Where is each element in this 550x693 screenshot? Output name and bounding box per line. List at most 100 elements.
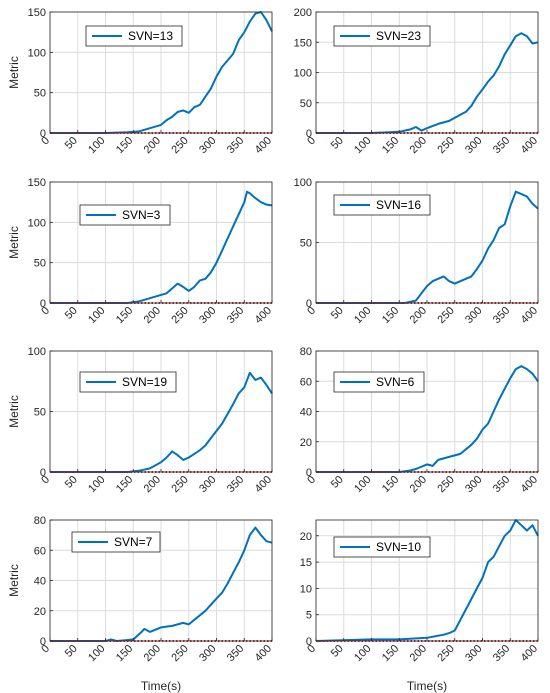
legend-box	[79, 204, 171, 226]
legend: SVN=3	[79, 204, 171, 226]
x-tick-label: 250	[169, 474, 190, 495]
x-tick-label: 300	[463, 643, 484, 664]
x-tick-label: 200	[408, 643, 429, 664]
x-tick-label: 50	[329, 135, 346, 152]
y-tick-label: 50	[34, 258, 46, 270]
legend-label: SVN=13	[128, 29, 173, 43]
y-axis-label: Metric	[7, 56, 21, 89]
x-tick-label: 50	[329, 305, 346, 322]
legend-box	[79, 371, 177, 393]
y-tick-label: 20	[300, 437, 312, 449]
y-tick-label: 150	[28, 177, 46, 189]
x-tick-label: 50	[63, 305, 80, 322]
x-axis-label: Time(s)	[407, 679, 447, 693]
series-line	[315, 519, 539, 642]
x-tick-label: 150	[380, 474, 401, 495]
legend-box	[85, 25, 183, 47]
y-tick-label: 60	[34, 545, 46, 557]
y-tick-label: 100	[28, 346, 46, 358]
legend-label: SVN=6	[376, 375, 415, 389]
x-tick-label: 400	[519, 474, 540, 495]
legend-label: SVN=19	[122, 375, 167, 389]
x-tick-label: 50	[329, 474, 346, 491]
legend-label: SVN=23	[376, 29, 421, 43]
y-tick-label: 15	[300, 557, 312, 569]
legend-label: SVN=10	[376, 540, 421, 554]
series-line	[50, 11, 273, 134]
x-tick-label: 400	[519, 305, 540, 326]
x-tick-label: 400	[519, 135, 540, 156]
y-tick-label: 200	[294, 7, 312, 19]
x-tick-label: 350	[225, 643, 246, 664]
y-tick-label: 0	[306, 298, 312, 310]
x-tick-label: 150	[114, 135, 135, 156]
y-tick-label: 150	[294, 37, 312, 49]
x-tick-label: 300	[463, 474, 484, 495]
y-tick-label: 100	[28, 47, 46, 59]
y-tick-label: 100	[294, 177, 312, 189]
legend-box	[333, 194, 431, 216]
legend-box	[333, 536, 431, 558]
x-tick-label: 250	[169, 305, 190, 326]
series-line	[316, 190, 539, 304]
legend-box	[71, 531, 161, 553]
x-tick-label: 100	[352, 474, 373, 495]
y-tick-label: 80	[34, 515, 46, 527]
y-tick-label: 20	[34, 606, 46, 618]
legend: SVN=19	[79, 371, 177, 393]
y-tick-label: 5	[306, 610, 312, 622]
legend: SVN=13	[85, 25, 183, 47]
x-tick-label: 150	[114, 474, 135, 495]
series-line	[50, 526, 273, 642]
y-tick-label: 20	[300, 531, 312, 543]
x-tick-label: 100	[352, 135, 373, 156]
x-tick-label: 400	[253, 643, 274, 664]
legend: SVN=7	[71, 531, 161, 553]
x-tick-label: 300	[463, 135, 484, 156]
x-tick-label: 50	[63, 474, 80, 491]
x-tick-label: 250	[435, 474, 456, 495]
x-tick-label: 300	[197, 643, 218, 664]
x-tick-label: 50	[63, 643, 80, 660]
y-tick-label: 50	[34, 88, 46, 100]
x-tick-label: 100	[352, 643, 373, 664]
x-tick-label: 150	[114, 305, 135, 326]
y-tick-label: 50	[34, 407, 46, 419]
x-tick-label: 250	[435, 643, 456, 664]
x-tick-label: 150	[380, 305, 401, 326]
x-tick-label: 200	[142, 474, 163, 495]
legend-box	[333, 371, 425, 393]
legend: SVN=6	[333, 371, 425, 393]
x-tick-label: 100	[86, 643, 107, 664]
x-tick-label: 350	[225, 135, 246, 156]
x-tick-label: 150	[380, 135, 401, 156]
y-tick-label: 10	[300, 583, 312, 595]
x-tick-label: 250	[169, 643, 190, 664]
y-tick-label: 0	[40, 467, 46, 479]
x-tick-label: 150	[114, 643, 135, 664]
series-line	[316, 365, 539, 473]
y-tick-label: 0	[306, 128, 312, 140]
y-tick-label: 50	[300, 238, 312, 250]
x-tick-label: 400	[253, 305, 274, 326]
y-tick-label: 0	[306, 636, 312, 648]
x-tick-label: 50	[329, 643, 346, 660]
x-tick-label: 250	[435, 135, 456, 156]
y-tick-label: 0	[306, 467, 312, 479]
x-tick-label: 350	[491, 643, 512, 664]
y-tick-label: 100	[28, 217, 46, 229]
x-tick-label: 100	[86, 305, 107, 326]
y-tick-label: 50	[300, 98, 312, 110]
series-line	[50, 190, 273, 304]
x-tick-label: 100	[352, 305, 373, 326]
x-tick-label: 200	[408, 474, 429, 495]
x-tick-label: 350	[491, 305, 512, 326]
